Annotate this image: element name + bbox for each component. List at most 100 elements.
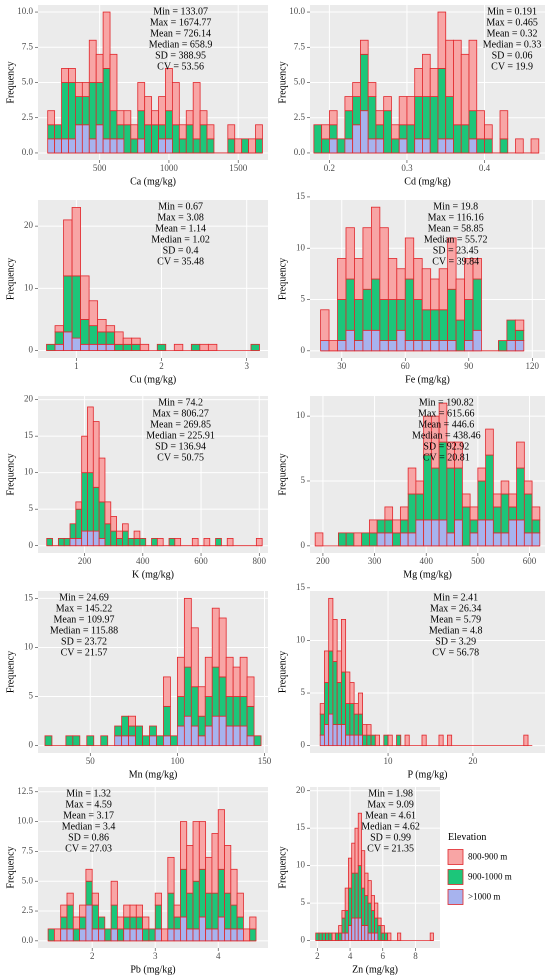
bar-segment — [340, 619, 347, 673]
bar-segment — [506, 319, 516, 341]
bar-segment — [338, 532, 347, 547]
bar-segment — [92, 486, 100, 532]
bar-segment — [60, 916, 68, 930]
bar-segment — [149, 735, 157, 747]
bar-segment — [344, 932, 349, 941]
bar-segment — [345, 671, 351, 704]
bar-segment — [95, 82, 104, 126]
bar-segment — [391, 124, 400, 140]
bar-segment — [230, 868, 238, 906]
bar-segment — [192, 82, 201, 140]
bar-segment — [110, 530, 118, 547]
bar-segment — [85, 880, 93, 906]
bar-segment — [63, 537, 71, 547]
bar-segment — [320, 340, 330, 352]
stat-annotation: CV = 50.75 — [157, 452, 204, 463]
y-tick-label: 7.5 — [294, 41, 306, 51]
y-tick-label: 0.0 — [294, 147, 306, 157]
y-tick-label: 10.0 — [17, 816, 33, 826]
x-tick-label: 1500 — [229, 163, 248, 173]
bar-segment — [430, 340, 440, 352]
y-tick-label: 10 — [24, 282, 34, 292]
bar-segment — [376, 532, 386, 547]
bar-segment — [204, 696, 213, 727]
bar-segment — [370, 895, 375, 911]
bar-segment — [362, 288, 372, 331]
stat-annotation: Max = 116.16 — [428, 212, 484, 223]
bar-segment — [225, 656, 234, 697]
bar-segment — [336, 682, 342, 725]
bar-segment — [87, 530, 94, 547]
bar-segment — [192, 880, 200, 930]
bar-segment — [198, 868, 207, 918]
bar-segment — [72, 735, 81, 747]
bar-segment — [68, 68, 76, 83]
bar-segment — [129, 904, 137, 918]
bar-segment — [437, 11, 447, 69]
bar-segment — [391, 138, 400, 154]
bar-segment — [243, 928, 251, 942]
bar-segment — [154, 928, 162, 942]
bar-segment — [406, 124, 416, 154]
bar-segment — [367, 932, 372, 941]
bar-segment — [98, 928, 106, 942]
bar-segment — [383, 734, 389, 747]
y-tick-label: 7.5 — [22, 845, 34, 855]
x-tick-label: 60 — [401, 361, 411, 371]
bar-segment — [158, 138, 166, 154]
y-tick-label: 10.0 — [289, 6, 305, 16]
stat-annotation: Mean = 269.85 — [150, 419, 211, 430]
y-tick-label: 0 — [301, 540, 306, 550]
bar-segment — [207, 343, 218, 351]
bar-segment — [423, 519, 432, 547]
stat-annotation: Max = 806.27 — [152, 408, 208, 419]
stat-annotation: Min = 1.98 — [368, 788, 413, 799]
y-tick-label: 10 — [24, 642, 34, 652]
bar-segment — [139, 537, 147, 547]
bar-segment — [105, 331, 116, 345]
bar-segment — [206, 138, 215, 154]
bar-segment — [361, 532, 370, 547]
bar-segment — [255, 124, 263, 140]
bar-segment — [80, 275, 90, 320]
bar-segment — [352, 82, 361, 97]
y-tick-label: 5 — [29, 691, 34, 701]
bar-segment — [105, 325, 116, 333]
y-axis-label: Frequency — [5, 846, 16, 888]
bar-segment — [171, 82, 180, 126]
bar-segment — [367, 96, 377, 140]
bar-segment — [170, 735, 178, 747]
bar-segment — [174, 537, 182, 547]
bar-segment — [183, 597, 192, 668]
bar-segment — [498, 340, 508, 352]
bar-segment — [484, 138, 493, 154]
bar-segment — [404, 340, 415, 352]
bar-segment — [246, 705, 255, 737]
bar-segment — [407, 532, 417, 547]
stat-annotation: Max = 1674.77 — [150, 17, 211, 28]
bar-segment — [46, 343, 56, 351]
bar-segment — [351, 917, 356, 941]
bar-segment — [128, 715, 136, 727]
bar-segment — [135, 904, 144, 918]
bar-segment — [123, 916, 131, 930]
bar-segment — [72, 916, 80, 930]
x-tick-label: 8 — [413, 951, 418, 961]
bar-segment — [122, 343, 133, 351]
bar-segment — [246, 735, 255, 747]
y-tick-label: 0 — [301, 740, 306, 750]
bar-segment — [314, 532, 324, 547]
bar-segment — [485, 428, 494, 456]
bar-segment — [357, 713, 363, 736]
stat-annotation: Median = 438.46 — [412, 430, 481, 441]
stat-annotation: Min = 2.41 — [433, 592, 478, 603]
stat-annotation: Median = 4.62 — [361, 821, 420, 832]
bar-segment — [313, 124, 323, 154]
bar-segment — [204, 656, 213, 697]
bar-segment — [68, 138, 76, 154]
bar-segment — [250, 343, 260, 351]
bar-segment — [246, 676, 255, 707]
bar-segment — [192, 928, 200, 942]
x-tick-label: 1 — [74, 361, 79, 371]
bar-segment — [85, 868, 93, 882]
